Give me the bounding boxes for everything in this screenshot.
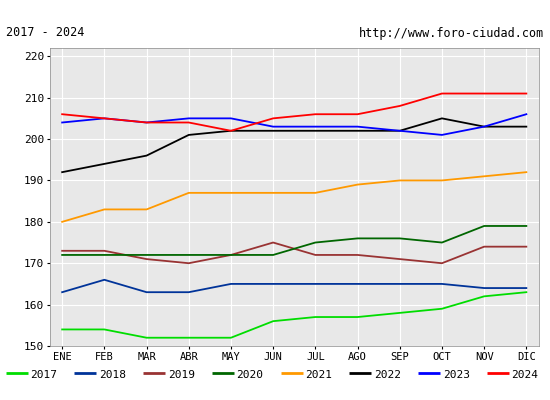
Text: 2018: 2018 xyxy=(99,370,126,380)
Text: 2019: 2019 xyxy=(168,370,195,380)
Text: 2020: 2020 xyxy=(236,370,263,380)
Text: 2017 - 2024: 2017 - 2024 xyxy=(6,26,84,40)
Text: 2023: 2023 xyxy=(443,370,470,380)
Text: 2021: 2021 xyxy=(305,370,332,380)
Text: Evolucion num de emigrantes en Alguazas: Evolucion num de emigrantes en Alguazas xyxy=(112,4,438,18)
Text: 2024: 2024 xyxy=(512,370,538,380)
Text: 2017: 2017 xyxy=(30,370,57,380)
Text: 2022: 2022 xyxy=(374,370,401,380)
Text: http://www.foro-ciudad.com: http://www.foro-ciudad.com xyxy=(359,26,544,40)
